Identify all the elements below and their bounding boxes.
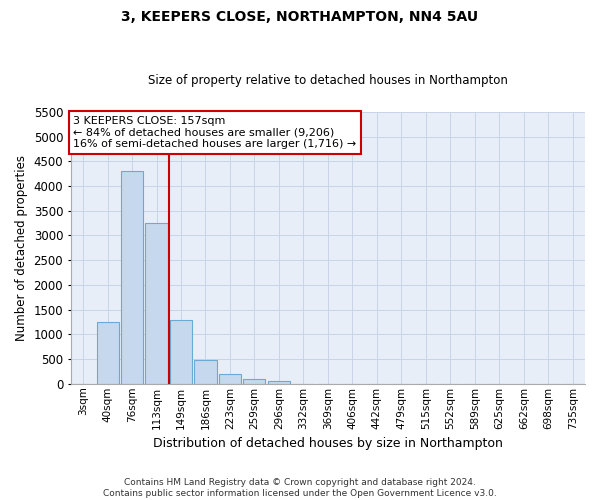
- Y-axis label: Number of detached properties: Number of detached properties: [15, 155, 28, 341]
- Bar: [170, 320, 192, 384]
- Bar: [145, 223, 167, 384]
- Title: Size of property relative to detached houses in Northampton: Size of property relative to detached ho…: [148, 74, 508, 87]
- Text: Contains HM Land Registry data © Crown copyright and database right 2024.
Contai: Contains HM Land Registry data © Crown c…: [103, 478, 497, 498]
- Bar: [194, 360, 217, 384]
- Bar: [97, 322, 119, 384]
- Bar: [121, 171, 143, 384]
- X-axis label: Distribution of detached houses by size in Northampton: Distribution of detached houses by size …: [153, 437, 503, 450]
- Text: 3, KEEPERS CLOSE, NORTHAMPTON, NN4 5AU: 3, KEEPERS CLOSE, NORTHAMPTON, NN4 5AU: [121, 10, 479, 24]
- Bar: [244, 379, 265, 384]
- Bar: [219, 374, 241, 384]
- Bar: [268, 381, 290, 384]
- Text: 3 KEEPERS CLOSE: 157sqm
← 84% of detached houses are smaller (9,206)
16% of semi: 3 KEEPERS CLOSE: 157sqm ← 84% of detache…: [73, 116, 356, 149]
